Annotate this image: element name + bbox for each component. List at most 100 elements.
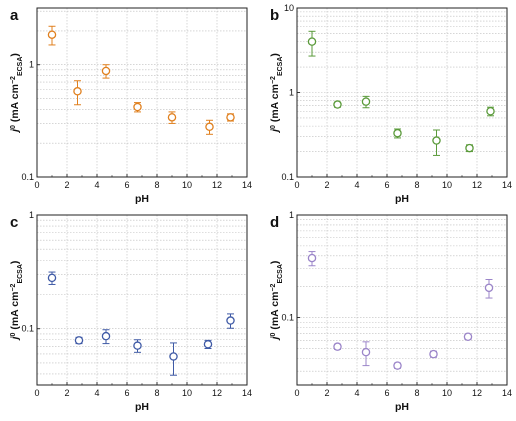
x-tick-label: 4 (94, 180, 99, 190)
data-point-group (101, 329, 111, 345)
y-axis-title-part: −2 (10, 76, 17, 84)
y-axis-title-part: ) (9, 53, 21, 57)
x-tick-label: 6 (384, 388, 389, 398)
data-point (429, 349, 438, 359)
data-point (307, 253, 317, 263)
y-axis-title-part: ) (9, 261, 21, 265)
x-axis-title: pH (395, 401, 409, 413)
data-point-group (361, 341, 371, 367)
x-axis-title: pH (135, 193, 149, 205)
data-point-group (429, 349, 438, 359)
data-point (361, 347, 371, 357)
data-point-group (486, 106, 495, 117)
panel-label: d (270, 214, 279, 231)
data-point-group (226, 313, 235, 329)
data-point (463, 332, 473, 341)
x-tick-label: 4 (94, 388, 99, 398)
y-axis-title-part: 0 (10, 125, 17, 129)
data-point-group (463, 332, 473, 341)
x-tick-label: 6 (124, 180, 129, 190)
y-axis-title: j0 (mA cm−2ECSA) (269, 53, 284, 134)
x-tick-label: 14 (502, 388, 512, 398)
y-axis-title-part: 0 (10, 332, 17, 336)
data-point-group (393, 361, 402, 370)
x-tick-label: 14 (242, 388, 252, 398)
data-point (333, 100, 342, 109)
x-tick-label: 4 (354, 180, 359, 190)
data-point-group (47, 271, 57, 285)
y-axis-title: j0 (mA cm−2ECSA) (269, 261, 284, 342)
x-tick-label: 8 (414, 388, 419, 398)
y-tick-label: 1 (29, 210, 34, 220)
x-tick-label: 2 (324, 388, 329, 398)
y-axis-title-part: j (9, 128, 21, 134)
plot-frame (36, 7, 248, 178)
data-point (167, 113, 177, 122)
panel-label: c (10, 214, 18, 231)
data-point (484, 283, 494, 293)
y-axis-title-part: j (269, 128, 281, 134)
x-tick-label: 6 (384, 180, 389, 190)
y-axis-title-part: −2 (10, 283, 17, 291)
data-point (226, 316, 235, 325)
x-tick-label: 10 (182, 180, 192, 190)
x-tick-label: 4 (354, 388, 359, 398)
y-tick-label: 1 (289, 88, 294, 98)
data-point (47, 30, 57, 39)
data-point-group (169, 342, 178, 376)
data-point-group (203, 339, 213, 350)
y-tick-label: 1 (289, 210, 294, 220)
x-tick-label: 12 (212, 180, 222, 190)
panel-label: a (10, 7, 19, 24)
data-point-group (432, 129, 441, 156)
data-point (169, 352, 178, 361)
y-axis-title-part: −2 (270, 283, 277, 291)
y-axis-title-part: 0 (270, 125, 277, 129)
x-axis-title: pH (135, 401, 149, 413)
y-tick-label: 0.1 (281, 172, 294, 182)
y-tick-label: 10 (284, 3, 294, 13)
y-axis-title-part: ECSA (17, 57, 24, 76)
data-point (205, 122, 214, 132)
data-point (333, 342, 342, 351)
data-point-group (465, 143, 474, 153)
data-point-group (74, 336, 84, 345)
x-tick-label: 8 (414, 180, 419, 190)
y-axis-title: j0 (mA cm−2ECSA) (9, 261, 24, 342)
data-point (101, 331, 111, 341)
x-tick-label: 12 (212, 388, 222, 398)
data-point (101, 66, 111, 76)
data-point-group (101, 64, 111, 79)
x-tick-label: 14 (242, 180, 252, 190)
data-point (486, 106, 495, 116)
y-axis-title-part: (mA cm (269, 84, 281, 125)
x-axis-title: pH (395, 193, 409, 205)
data-point-group (307, 30, 317, 57)
data-point (393, 361, 402, 370)
data-point-group (333, 342, 342, 351)
data-point-group (307, 251, 317, 267)
x-tick-label: 6 (124, 388, 129, 398)
y-axis-title-part: −2 (270, 76, 277, 84)
y-axis-title-part: (mA cm (9, 84, 21, 125)
x-tick-label: 14 (502, 180, 512, 190)
y-axis-title-part: j (269, 335, 281, 341)
y-axis-title-part: 0 (270, 332, 277, 336)
plot-frame (296, 214, 508, 386)
data-point (133, 341, 142, 350)
data-point (133, 102, 142, 112)
data-point-group (393, 128, 402, 139)
data-point-group (205, 119, 214, 135)
y-tick-label: 0.1 (281, 313, 294, 323)
data-point-group (133, 339, 142, 353)
data-point (74, 336, 84, 345)
data-point-group (47, 25, 57, 46)
data-point-group (133, 102, 142, 113)
data-point-group (226, 113, 235, 122)
y-axis-title-part: (mA cm (9, 292, 21, 333)
data-point (203, 340, 213, 349)
